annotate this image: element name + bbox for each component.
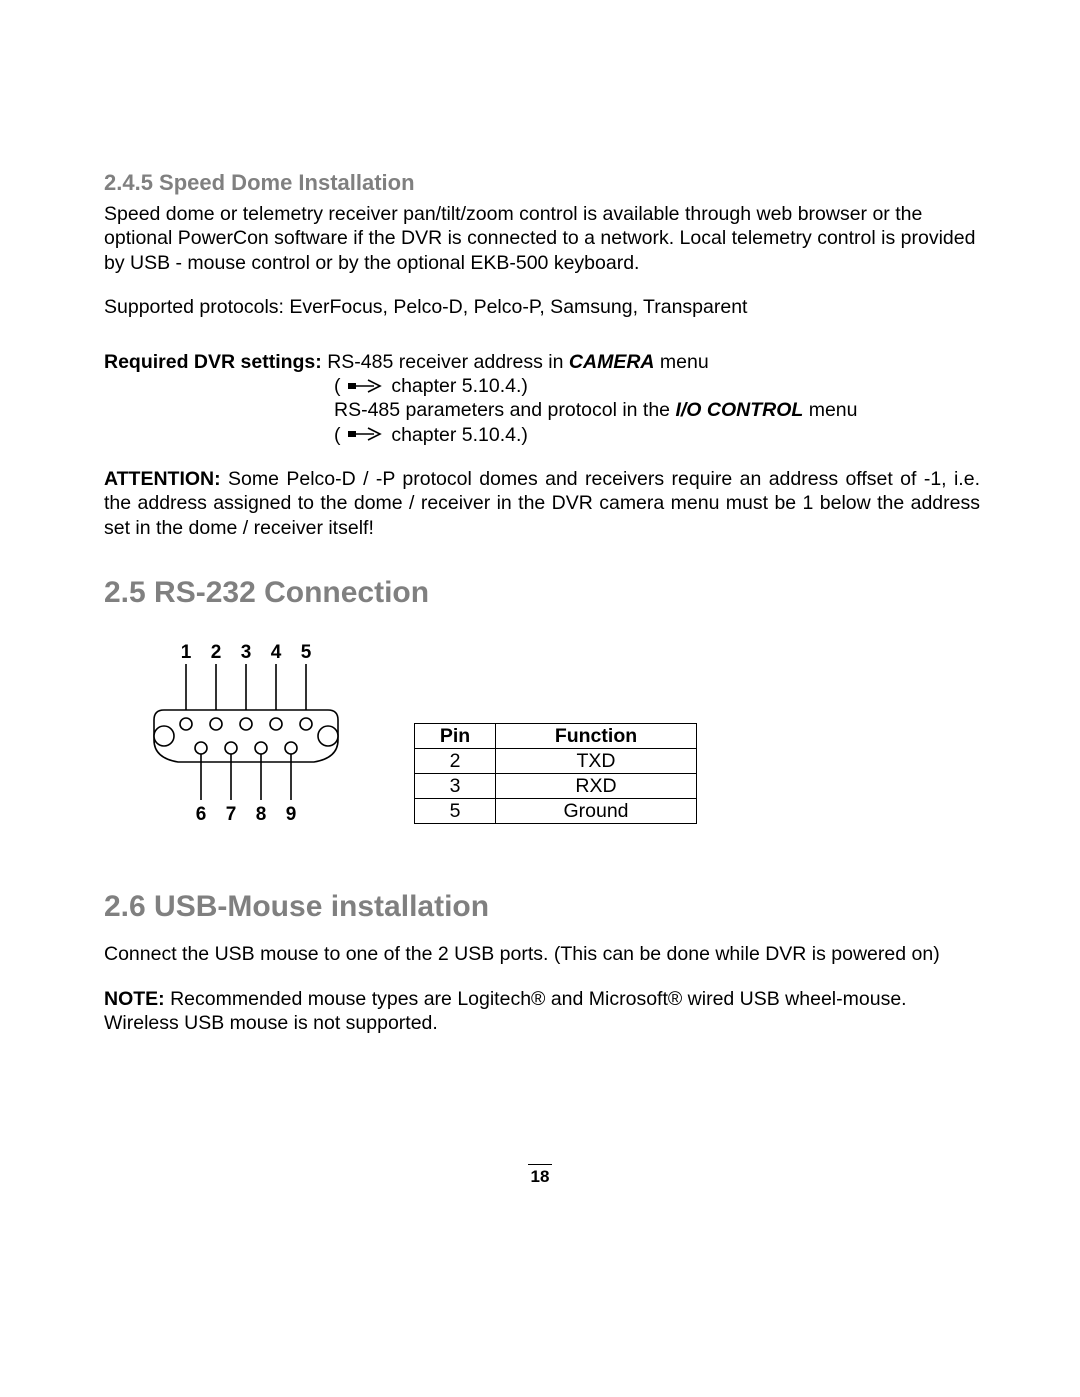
pin-label-5: 5 [301, 642, 312, 663]
settings-line1a: RS-485 receiver address in [322, 351, 569, 373]
settings-menu-1: CAMERA [569, 351, 655, 373]
page-number-value: 18 [531, 1167, 550, 1186]
cell-pin: 3 [415, 774, 496, 799]
settings-menu-2: I/O CONTROL [675, 399, 803, 421]
arrow-icon [348, 427, 384, 441]
cell-func: RXD [496, 774, 697, 799]
cell-pin: 2 [415, 749, 496, 774]
attention-label: ATTENTION: [104, 468, 221, 490]
pin-label-9: 9 [286, 804, 297, 825]
cell-pin: 5 [415, 799, 496, 824]
heading-25: 2.5 RS-232 Connection [104, 576, 980, 610]
settings-line2a: RS-485 parameters and protocol in the [334, 399, 675, 421]
dvr-settings: Required DVR settings: RS-485 receiver a… [104, 350, 980, 448]
note-para: NOTE: Recommended mouse types are Logite… [104, 987, 980, 1036]
pin-label-1: 1 [181, 642, 192, 663]
pin-function-table: Pin Function 2 TXD 3 RXD 5 Ground [414, 723, 697, 824]
table-row: 3 RXD [415, 774, 697, 799]
pin-label-4: 4 [271, 642, 282, 663]
para-26-1: Connect the USB mouse to one of the 2 US… [104, 942, 980, 966]
settings-line1b: menu [655, 351, 709, 373]
settings-line2b: menu [803, 399, 857, 421]
table-row: 2 TXD [415, 749, 697, 774]
note-body: Recommended mouse types are Logitech® an… [104, 988, 907, 1034]
th-pin: Pin [415, 724, 496, 749]
pin-label-3: 3 [241, 642, 252, 663]
table-row: 5 Ground [415, 799, 697, 824]
mount-hole-left [154, 726, 174, 746]
heading-245: 2.4.5 Speed Dome Installation [104, 170, 980, 196]
attention-para: ATTENTION: Some Pelco-D / -P protocol do… [104, 467, 980, 540]
th-function: Function [496, 724, 697, 749]
pin-label-8: 8 [256, 804, 267, 825]
para-245-2: Supported protocols: EverFocus, Pelco-D,… [104, 295, 980, 319]
cell-func: Ground [496, 799, 697, 824]
attention-body: Some Pelco-D / -P protocol domes and rec… [104, 468, 980, 539]
chapter-ref-1: chapter 5.10.4.) [386, 375, 528, 397]
para-245-1: Speed dome or telemetry receiver pan/til… [104, 202, 980, 275]
note-label: NOTE: [104, 988, 165, 1010]
pin-label-2: 2 [211, 642, 222, 663]
page-number: 18 [0, 1164, 1080, 1187]
arrow-icon [348, 379, 384, 393]
pin-label-7: 7 [226, 804, 237, 825]
mount-hole-right [318, 726, 338, 746]
settings-label: Required DVR settings: [104, 351, 322, 373]
chapter-ref-2: chapter 5.10.4.) [386, 424, 528, 446]
db9-connector-diagram: 1 2 3 4 5 [144, 640, 374, 830]
page: 2.4.5 Speed Dome Installation Speed dome… [0, 0, 1080, 1397]
pin-label-6: 6 [196, 804, 207, 825]
heading-26: 2.6 USB-Mouse installation [104, 890, 980, 924]
cell-func: TXD [496, 749, 697, 774]
